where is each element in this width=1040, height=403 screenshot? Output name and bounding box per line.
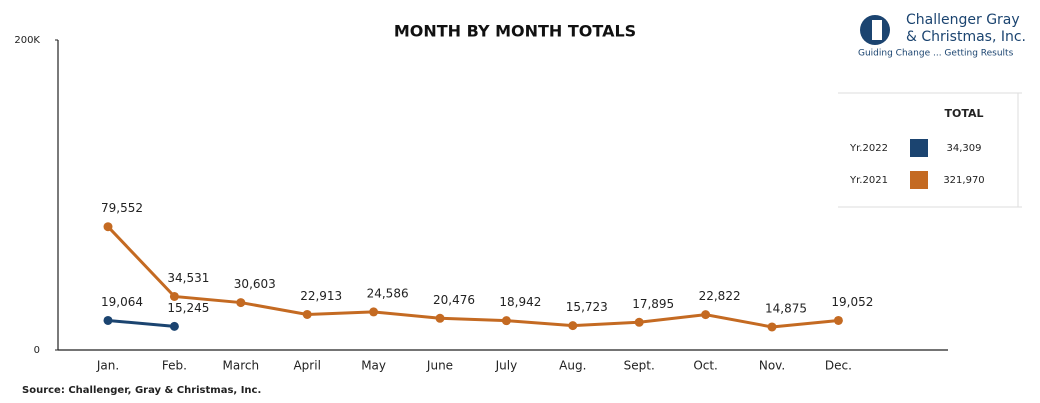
- series-line: [106, 225, 839, 329]
- x-tick-label: Jan.: [96, 359, 119, 373]
- data-label: 14,875: [765, 301, 807, 315]
- point: [169, 321, 179, 331]
- logo-text: Challenger Gray: [906, 12, 1020, 28]
- legend-total: 321,970: [943, 175, 984, 186]
- data-label: 18,942: [499, 295, 541, 309]
- legend: TOTAL: [838, 92, 1022, 208]
- point: [568, 321, 578, 331]
- point: [169, 291, 179, 301]
- x-tick-label: Dec.: [825, 359, 852, 373]
- x-tick-label: April: [293, 359, 320, 373]
- data-label: 79,552: [101, 201, 143, 215]
- legend-swatch: [910, 171, 928, 189]
- data-label: 34,531: [167, 271, 209, 285]
- source: Source: Challenger, Gray & Christmas, In…: [22, 385, 261, 396]
- data-label: 20,476: [433, 293, 475, 307]
- legend-title: TOTAL: [944, 107, 983, 120]
- x-tick-label: Oct.: [693, 359, 718, 373]
- point: [369, 307, 379, 317]
- x-tick-label: May: [361, 359, 386, 373]
- data-label: 17,895: [632, 297, 674, 311]
- data-label: 30,603: [234, 277, 276, 291]
- point: [435, 313, 445, 323]
- x-tick-label: Aug.: [559, 359, 586, 373]
- data-label: 19,064: [101, 295, 143, 309]
- series-line: [107, 318, 175, 328]
- x-tick-label: Feb.: [162, 359, 187, 373]
- logo: Challenger Gray & Christmas, Inc. Guidin…: [858, 12, 1026, 59]
- logo-mark-cut: [872, 20, 882, 40]
- point: [103, 315, 113, 325]
- legend-label: Yr.2022: [849, 143, 888, 154]
- point: [501, 316, 511, 326]
- point: [767, 322, 777, 332]
- x-tick-label: Sept.: [624, 359, 655, 373]
- x-tick-label: Nov.: [759, 359, 785, 373]
- data-label: 24,586: [367, 286, 409, 300]
- data-label: 22,913: [300, 289, 342, 303]
- point: [103, 222, 113, 232]
- point: [833, 315, 843, 325]
- point: [236, 298, 246, 308]
- y-tick-label: 200K: [14, 35, 40, 46]
- data-label: 19,052: [831, 295, 873, 309]
- legend-label: Yr.2021: [849, 175, 888, 186]
- legend-swatch: [910, 139, 928, 157]
- data-label: 22,822: [699, 289, 741, 303]
- logo-tagline: Guiding Change ... Getting Results: [858, 49, 1014, 59]
- point: [701, 310, 711, 320]
- x-tick-label: July: [495, 359, 518, 373]
- chart-title: MONTH BY MONTH TOTALS: [394, 22, 636, 41]
- logo-text: & Christmas, Inc.: [906, 29, 1026, 45]
- x-tick-label: June: [426, 359, 453, 373]
- point: [302, 309, 312, 319]
- legend-total: 34,309: [947, 143, 982, 154]
- y-tick-label: 0: [34, 345, 40, 356]
- data-label: 15,245: [167, 301, 209, 315]
- data-label: 15,723: [566, 300, 608, 314]
- point: [634, 317, 644, 327]
- x-tick-label: March: [223, 359, 260, 373]
